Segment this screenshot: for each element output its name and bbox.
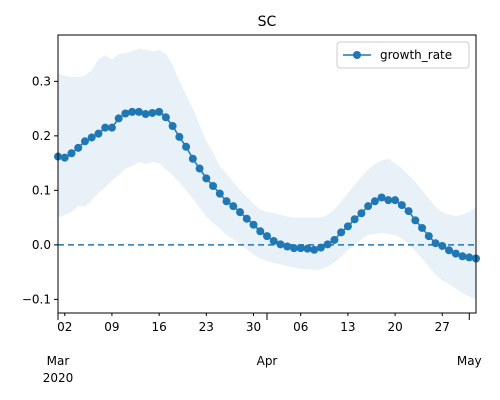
growth-rate-point	[289, 244, 298, 253]
growth-rate-point	[74, 143, 83, 152]
growth-rate-point	[148, 108, 157, 117]
growth-rate-point	[256, 227, 265, 236]
growth-rate-point	[128, 107, 137, 116]
x-minor-tick-label: 16	[151, 320, 166, 334]
growth-rate-point	[411, 216, 420, 225]
growth-rate-point	[188, 154, 197, 163]
growth-rate-point	[209, 181, 218, 190]
growth-rate-point	[391, 196, 400, 205]
growth-rate-point	[134, 107, 143, 116]
growth-rate-point	[94, 129, 103, 138]
growth-rate-point	[175, 132, 184, 141]
y-tick-label: 0.2	[32, 129, 51, 143]
growth-rate-point	[384, 196, 393, 205]
growth-rate-point	[330, 235, 339, 244]
growth-rate-point	[296, 244, 305, 253]
x-minor-tick-label: 30	[246, 320, 261, 334]
growth-rate-point	[431, 239, 440, 248]
y-tick-label: 0.3	[32, 74, 51, 88]
confidence-band	[58, 48, 476, 300]
growth-rate-point	[202, 174, 211, 183]
growth-rate-point	[168, 122, 177, 131]
growth-rate-point	[67, 149, 76, 158]
growth-rate-point	[114, 114, 123, 123]
x-month-label: May	[457, 354, 482, 368]
growth-rate-point	[424, 232, 433, 241]
growth-rate-point	[445, 246, 454, 255]
growth-rate-point	[242, 214, 251, 223]
x-minor-tick-label: 13	[340, 320, 355, 334]
x-month-label: Apr	[257, 354, 278, 368]
growth-rate-point	[249, 220, 258, 229]
x-minor-tick-label: 02	[57, 320, 72, 334]
x-minor-tick-label: 23	[199, 320, 214, 334]
growth-rate-point	[195, 164, 204, 173]
growth-rate-point	[107, 123, 116, 132]
x-minor-tick-label: 27	[435, 320, 450, 334]
growth-rate-point	[141, 110, 150, 119]
y-tick-label: 0.0	[32, 238, 51, 252]
growth-rate-point	[87, 133, 96, 142]
growth-rate-point	[404, 207, 413, 216]
x-minor-tick-label: 06	[293, 320, 308, 334]
growth-rate-point	[438, 241, 447, 250]
growth-rate-point	[222, 197, 231, 206]
legend-box	[336, 41, 470, 69]
x-axis: 02 09 16 23 30 06 13 20 27 Mar 2020 Apr May	[43, 313, 482, 385]
growth-rate-point	[337, 228, 346, 237]
chart-title: SC	[258, 14, 277, 30]
growth-rate-point	[182, 142, 191, 151]
growth-rate-point	[370, 197, 379, 206]
x-month-label: Mar	[47, 354, 70, 368]
legend-marker-swatch	[353, 51, 361, 59]
growth-rate-point	[80, 137, 89, 146]
growth-rate-point	[323, 240, 332, 249]
growth-rate-point	[60, 153, 69, 162]
growth-rate-point	[215, 189, 224, 198]
y-axis: −0.1 0.0 0.1 0.2 0.3	[22, 74, 58, 306]
growth-rate-point	[357, 209, 366, 218]
growth-rate-point	[161, 113, 170, 122]
growth-rate-point	[236, 208, 245, 217]
legend: growth_rate	[336, 41, 470, 69]
x-year-label: 2020	[43, 371, 74, 385]
growth-rate-point	[465, 253, 474, 262]
y-tick-label: 0.1	[32, 183, 51, 197]
growth-rate-point	[377, 193, 386, 202]
growth-rate-point	[397, 201, 406, 210]
growth-rate-point	[263, 232, 271, 241]
growth-rate-point	[229, 202, 238, 211]
growth-rate-point	[364, 202, 373, 211]
growth-rate-point	[310, 245, 319, 254]
growth-rate-point	[418, 223, 427, 232]
growth-rate-point	[316, 243, 325, 252]
growth-rate-point	[101, 123, 110, 132]
growth-rate-point	[451, 249, 460, 258]
legend-label: growth_rate	[380, 48, 452, 62]
growth-rate-point	[343, 222, 352, 231]
growth-rate-point	[350, 215, 359, 224]
x-minor-tick-label: 09	[104, 320, 119, 334]
growth-rate-point	[269, 237, 278, 246]
growth-rate-point	[458, 252, 467, 261]
growth-rate-point	[155, 107, 164, 116]
growth-rate-point	[276, 240, 285, 249]
growth-rate-point	[283, 242, 292, 251]
y-tick-label: −0.1	[22, 292, 51, 306]
growth-rate-point	[121, 109, 130, 118]
x-minor-tick-label: 20	[387, 320, 402, 334]
growth-rate-point	[303, 244, 312, 253]
plot-area	[54, 48, 480, 300]
